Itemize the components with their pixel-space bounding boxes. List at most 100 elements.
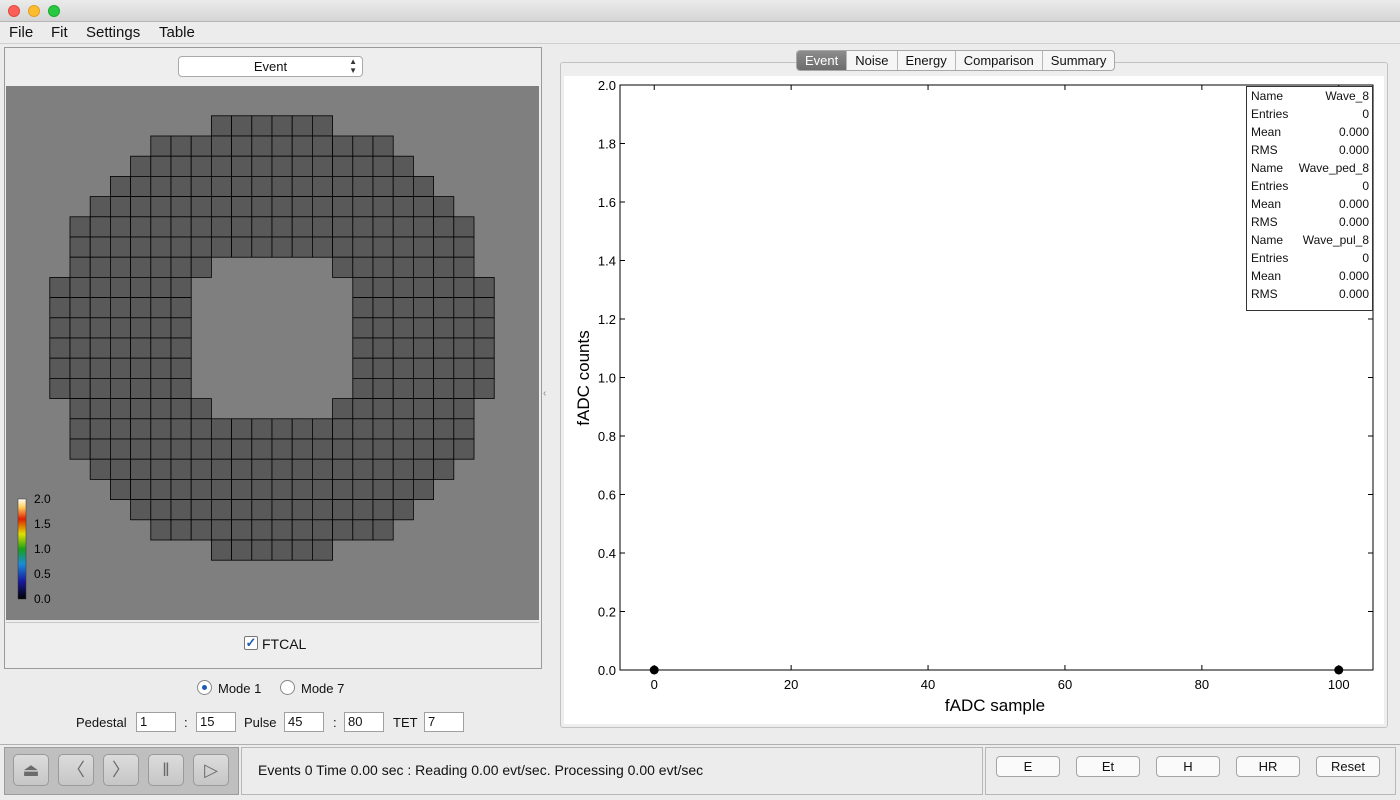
- crystal-cell[interactable]: [311, 196, 333, 218]
- crystal-cell[interactable]: [352, 256, 374, 278]
- crystal-cell[interactable]: [433, 236, 455, 258]
- crystal-cell[interactable]: [110, 276, 132, 298]
- crystal-cell[interactable]: [433, 317, 455, 339]
- crystal-cell[interactable]: [433, 216, 455, 238]
- crystal-cell[interactable]: [251, 196, 273, 218]
- crystal-cell[interactable]: [453, 357, 475, 379]
- crystal-cell[interactable]: [110, 297, 132, 319]
- crystal-cell[interactable]: [392, 478, 414, 500]
- crystal-cell[interactable]: [311, 115, 333, 137]
- crystal-cell[interactable]: [352, 216, 374, 238]
- crystal-cell[interactable]: [412, 377, 434, 399]
- crystal-cell[interactable]: [69, 236, 91, 258]
- crystal-cell[interactable]: [231, 519, 253, 541]
- crystal-cell[interactable]: [412, 317, 434, 339]
- crystal-cell[interactable]: [210, 196, 232, 218]
- crystal-cell[interactable]: [130, 458, 152, 480]
- crystal-cell[interactable]: [190, 176, 212, 198]
- crystal-cell[interactable]: [49, 377, 71, 399]
- crystal-cell[interactable]: [291, 176, 313, 198]
- crystal-cell[interactable]: [110, 256, 132, 278]
- crystal-cell[interactable]: [130, 297, 152, 319]
- crystal-cell[interactable]: [130, 478, 152, 500]
- crystal-cell[interactable]: [251, 418, 273, 440]
- crystal-cell[interactable]: [433, 418, 455, 440]
- crystal-cell[interactable]: [210, 176, 232, 198]
- crystal-cell[interactable]: [291, 196, 313, 218]
- crystal-cell[interactable]: [372, 337, 394, 359]
- crystal-cell[interactable]: [231, 236, 253, 258]
- crystal-cell[interactable]: [332, 478, 354, 500]
- crystal-cell[interactable]: [251, 176, 273, 198]
- crystal-cell[interactable]: [150, 398, 172, 420]
- crystal-cell[interactable]: [372, 519, 394, 541]
- crystal-cell[interactable]: [251, 115, 273, 137]
- crystal-cell[interactable]: [392, 256, 414, 278]
- crystal-cell[interactable]: [150, 337, 172, 359]
- crystal-cell[interactable]: [190, 499, 212, 521]
- crystal-cell[interactable]: [210, 478, 232, 500]
- crystal-cell[interactable]: [453, 297, 475, 319]
- crystal-cell[interactable]: [89, 458, 111, 480]
- crystal-cell[interactable]: [190, 478, 212, 500]
- crystal-cell[interactable]: [150, 176, 172, 198]
- crystal-cell[interactable]: [352, 377, 374, 399]
- crystal-cell[interactable]: [332, 458, 354, 480]
- crystal-cell[interactable]: [271, 438, 293, 460]
- crystal-cell[interactable]: [110, 317, 132, 339]
- crystal-cell[interactable]: [110, 478, 132, 500]
- pedestal-min-field[interactable]: 1: [136, 712, 176, 732]
- crystal-cell[interactable]: [271, 236, 293, 258]
- crystal-cell[interactable]: [190, 196, 212, 218]
- hr-button[interactable]: HR: [1236, 756, 1300, 777]
- crystal-cell[interactable]: [291, 539, 313, 561]
- crystal-cell[interactable]: [89, 317, 111, 339]
- crystal-cell[interactable]: [392, 317, 414, 339]
- crystal-cell[interactable]: [352, 196, 374, 218]
- crystal-cell[interactable]: [271, 499, 293, 521]
- crystal-cell[interactable]: [150, 155, 172, 177]
- crystal-cell[interactable]: [271, 155, 293, 177]
- crystal-cell[interactable]: [150, 519, 172, 541]
- crystal-cell[interactable]: [130, 317, 152, 339]
- crystal-cell[interactable]: [210, 418, 232, 440]
- crystal-cell[interactable]: [412, 196, 434, 218]
- crystal-cell[interactable]: [392, 438, 414, 460]
- crystal-cell[interactable]: [291, 458, 313, 480]
- crystal-cell[interactable]: [271, 539, 293, 561]
- crystal-cell[interactable]: [412, 216, 434, 238]
- crystal-cell[interactable]: [352, 135, 374, 157]
- crystal-cell[interactable]: [412, 297, 434, 319]
- crystal-cell[interactable]: [251, 135, 273, 157]
- crystal-cell[interactable]: [190, 216, 212, 238]
- crystal-cell[interactable]: [231, 418, 253, 440]
- crystal-cell[interactable]: [311, 519, 333, 541]
- crystal-cell[interactable]: [473, 377, 495, 399]
- crystal-cell[interactable]: [291, 499, 313, 521]
- crystal-cell[interactable]: [190, 438, 212, 460]
- crystal-cell[interactable]: [372, 176, 394, 198]
- crystal-cell[interactable]: [150, 357, 172, 379]
- crystal-cell[interactable]: [231, 458, 253, 480]
- tab-comparison[interactable]: Comparison: [956, 51, 1043, 70]
- crystal-cell[interactable]: [271, 115, 293, 137]
- crystal-cell[interactable]: [433, 357, 455, 379]
- crystal-cell[interactable]: [170, 398, 192, 420]
- crystal-cell[interactable]: [231, 155, 253, 177]
- crystal-cell[interactable]: [49, 317, 71, 339]
- crystal-cell[interactable]: [372, 377, 394, 399]
- minimize-window-button[interactable]: [28, 5, 40, 17]
- crystal-cell[interactable]: [352, 499, 374, 521]
- crystal-cell[interactable]: [170, 135, 192, 157]
- crystal-cell[interactable]: [251, 478, 273, 500]
- crystal-cell[interactable]: [453, 377, 475, 399]
- crystal-cell[interactable]: [311, 236, 333, 258]
- crystal-cell[interactable]: [352, 176, 374, 198]
- maximize-window-button[interactable]: [48, 5, 60, 17]
- crystal-cell[interactable]: [69, 276, 91, 298]
- crystal-cell[interactable]: [89, 438, 111, 460]
- crystal-cell[interactable]: [110, 418, 132, 440]
- crystal-cell[interactable]: [392, 418, 414, 440]
- crystal-cell[interactable]: [332, 256, 354, 278]
- crystal-cell[interactable]: [170, 236, 192, 258]
